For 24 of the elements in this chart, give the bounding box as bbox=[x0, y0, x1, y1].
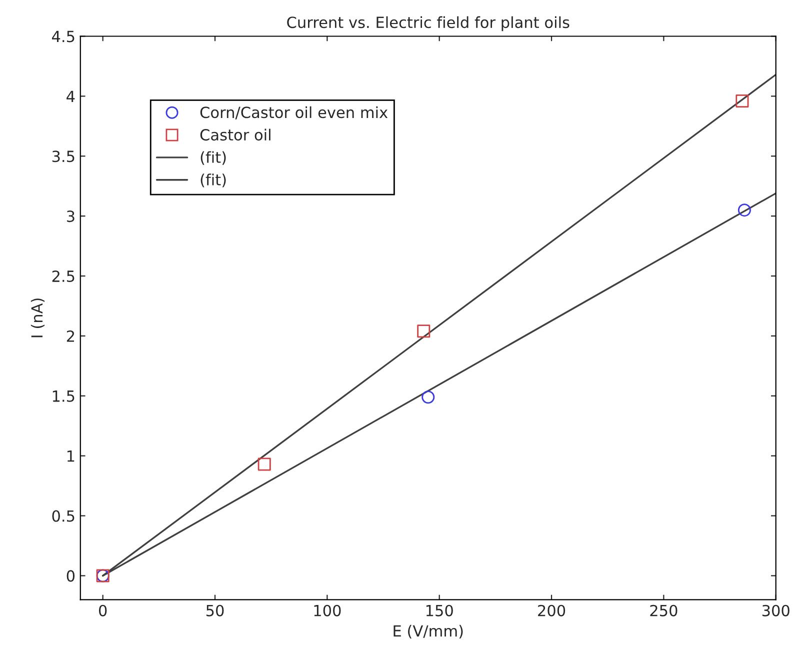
legend-label: Castor oil bbox=[200, 128, 270, 141]
y-tick-label: 0 bbox=[66, 570, 75, 582]
y-axis-title: I (nA) bbox=[30, 298, 45, 338]
legend-label: Corn/Castor oil even mix bbox=[200, 106, 388, 120]
x-tick-label: 150 bbox=[426, 604, 453, 616]
legend-label: (fit) bbox=[200, 151, 226, 165]
y-tick-label: 2.5 bbox=[52, 270, 74, 282]
chart-title: Current vs. Electric field for plant oils bbox=[287, 16, 570, 32]
y-tick-label: 2 bbox=[66, 330, 74, 342]
legend-label: (fit) bbox=[200, 174, 226, 188]
y-tick-label: 4 bbox=[66, 90, 75, 102]
y-tick-label: 4.5 bbox=[52, 30, 74, 42]
x-tick-label: 100 bbox=[314, 604, 341, 616]
y-tick-label: 3 bbox=[66, 210, 74, 222]
y-tick-label: 1.5 bbox=[52, 390, 74, 402]
x-tick-label: 200 bbox=[538, 604, 566, 616]
x-tick-label: 0 bbox=[98, 604, 107, 616]
y-tick-label: 3.5 bbox=[52, 150, 74, 162]
y-tick-label: 0.5 bbox=[52, 510, 74, 522]
x-tick-label: 300 bbox=[762, 604, 790, 616]
y-tick-label: 1 bbox=[67, 450, 74, 462]
x-tick-label: 250 bbox=[650, 604, 678, 616]
x-tick-label: 50 bbox=[206, 604, 224, 616]
x-axis-title: E (V/mm) bbox=[394, 624, 463, 639]
